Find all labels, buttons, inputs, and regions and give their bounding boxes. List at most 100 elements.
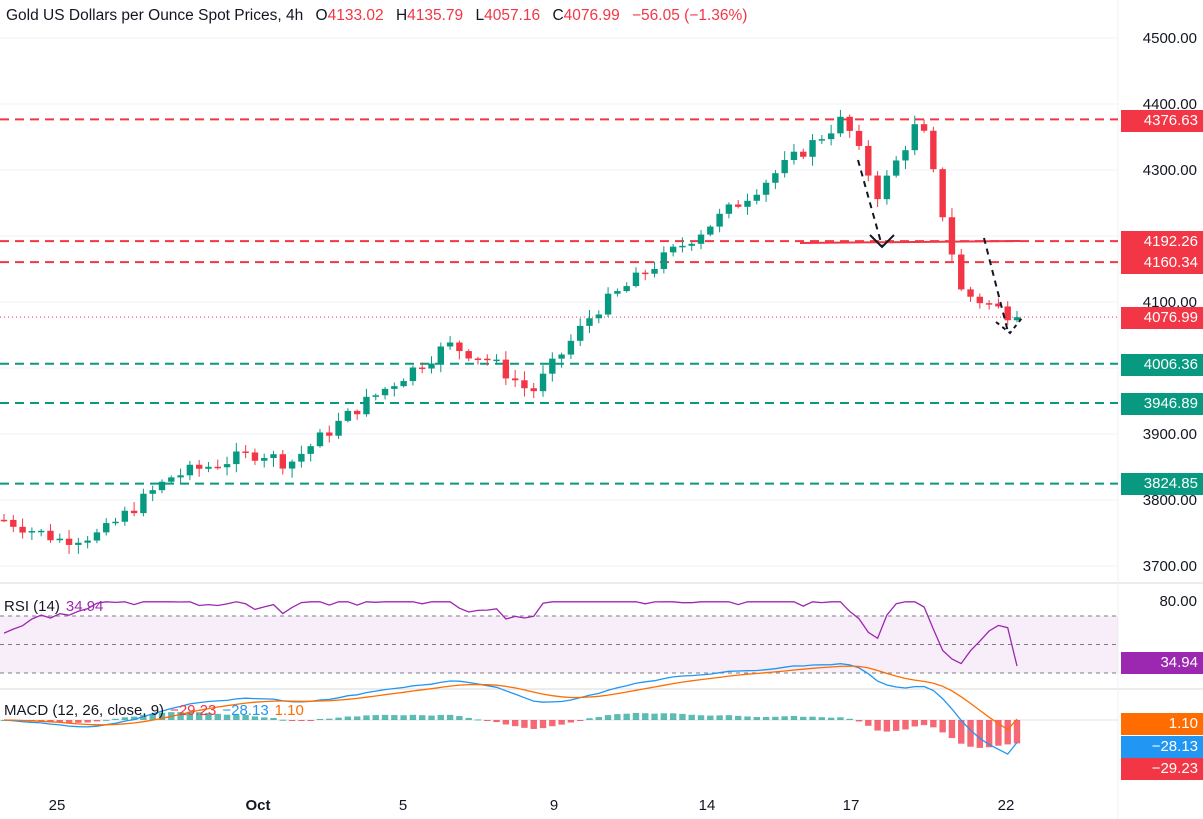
- rsi-title: RSI (14): [4, 598, 60, 615]
- macd-histogram-bar: [214, 713, 221, 720]
- macd-histogram-bar: [716, 715, 723, 720]
- macd-histogram-bar: [688, 714, 695, 720]
- macd-histogram-bar: [195, 712, 203, 720]
- candle-body: [195, 464, 203, 469]
- candle-body: [874, 175, 881, 200]
- macd-histogram-bar: [130, 716, 138, 720]
- candle-body: [790, 151, 798, 161]
- candle-body: [484, 358, 491, 361]
- candle-body: [976, 296, 984, 304]
- macd-histogram-bar: [298, 720, 305, 721]
- candle-body: [577, 325, 584, 341]
- x-tick-14: 14: [698, 797, 716, 814]
- candle-body: [1013, 317, 1021, 321]
- candle-body: [37, 530, 45, 533]
- macd-histogram-bar: [995, 720, 1002, 746]
- macd-histogram-bar: [539, 720, 547, 729]
- macd-histogram-bar: [307, 720, 314, 721]
- macd-histogram-bar: [753, 716, 760, 720]
- candle-body: [1004, 306, 1011, 321]
- macd-signal-value: 1.10: [274, 702, 304, 719]
- macd-histogram-bar: [762, 716, 770, 720]
- x-tick-5: 5: [398, 797, 408, 814]
- candle-body: [614, 291, 621, 294]
- candle-body: [502, 359, 510, 379]
- candle-body: [930, 130, 937, 170]
- macd-hist-value: −29.23: [170, 702, 217, 719]
- macd-histogram-bar: [493, 720, 500, 723]
- candle-body: [567, 340, 575, 355]
- macd-histogram-bar: [446, 714, 454, 720]
- macd-histogram-bar: [84, 720, 91, 723]
- macd-histogram-bar: [279, 719, 287, 721]
- candle-body: [103, 523, 110, 533]
- macd-histogram-bar: [75, 720, 82, 723]
- x-tick-25: 25: [48, 797, 66, 814]
- candle-body: [186, 464, 194, 476]
- macd-histogram-bar: [930, 720, 937, 728]
- macd-histogram-bar: [586, 718, 593, 720]
- candle-body: [0, 519, 8, 522]
- candle-body: [400, 381, 407, 387]
- candle-body: [781, 160, 788, 174]
- macd-histogram-bar: [549, 720, 556, 727]
- candle-body: [326, 432, 333, 436]
- candle-body: [586, 318, 593, 326]
- macd-histogram-bar: [242, 715, 249, 720]
- x-tick-9: 9: [549, 797, 559, 814]
- macd-histogram-bar: [651, 713, 658, 720]
- candle-body: [428, 363, 435, 369]
- macd-histogram-bar: [205, 712, 212, 720]
- candle-body: [279, 454, 287, 469]
- candle-body: [744, 200, 751, 207]
- candle-body: [521, 380, 528, 389]
- candle-body: [549, 358, 556, 374]
- candle-body: [697, 234, 705, 244]
- y-tick-4400: 4400.00: [1142, 96, 1197, 113]
- y-tick-4300: 4300.00: [1142, 162, 1197, 179]
- candle-body: [892, 160, 900, 176]
- candle-body: [818, 139, 826, 141]
- macd-histogram-bar: [261, 717, 268, 720]
- macd-histogram-bar: [669, 713, 677, 720]
- arrow-head-annotation: [869, 234, 895, 249]
- price-tag-4160: 4160.34: [1121, 252, 1203, 274]
- y-tick-4100: 4100.00: [1142, 294, 1197, 311]
- candle-body: [130, 510, 138, 514]
- candle-body: [809, 140, 816, 157]
- macd-histogram-bar: [781, 716, 788, 720]
- candle-body: [456, 342, 463, 352]
- close-value: 4076.99: [563, 7, 620, 24]
- candle-body: [595, 314, 602, 319]
- rsi-band: [0, 616, 1118, 673]
- macd-histogram-bar: [465, 717, 472, 720]
- candle-body: [985, 303, 993, 305]
- low-label: L: [475, 7, 485, 24]
- macd-histogram-bar: [381, 714, 389, 720]
- neckline-annotation: [799, 240, 1021, 244]
- candle-body: [920, 124, 928, 131]
- candle-body: [205, 466, 212, 469]
- macd-legend: MACD (12, 26, close, 9) −29.23 −28.13 1.10: [4, 702, 304, 719]
- candle-body: [772, 173, 779, 183]
- candle-body: [967, 289, 974, 297]
- macd-histogram-bar: [865, 720, 872, 726]
- macd-histogram-bar: [511, 720, 519, 727]
- macd-histogram-bar: [725, 715, 733, 720]
- macd-histogram-bar: [642, 713, 649, 720]
- macd-histogram-bar: [177, 712, 184, 720]
- candle-body: [762, 182, 770, 195]
- candle-body: [688, 243, 695, 246]
- candle-body: [177, 475, 184, 478]
- macd-histogram-bar: [112, 718, 119, 720]
- candle-body: [911, 124, 918, 151]
- candle-body: [725, 204, 733, 214]
- macd-histogram-bar: [837, 717, 844, 720]
- macd-histogram-bar: [660, 713, 668, 720]
- macd-histogram-bar: [744, 716, 751, 720]
- candle-body: [419, 367, 426, 370]
- last-price-tag: 4076.99: [1121, 307, 1203, 329]
- candle-body: [939, 169, 946, 218]
- macd-histogram-bar: [902, 720, 909, 730]
